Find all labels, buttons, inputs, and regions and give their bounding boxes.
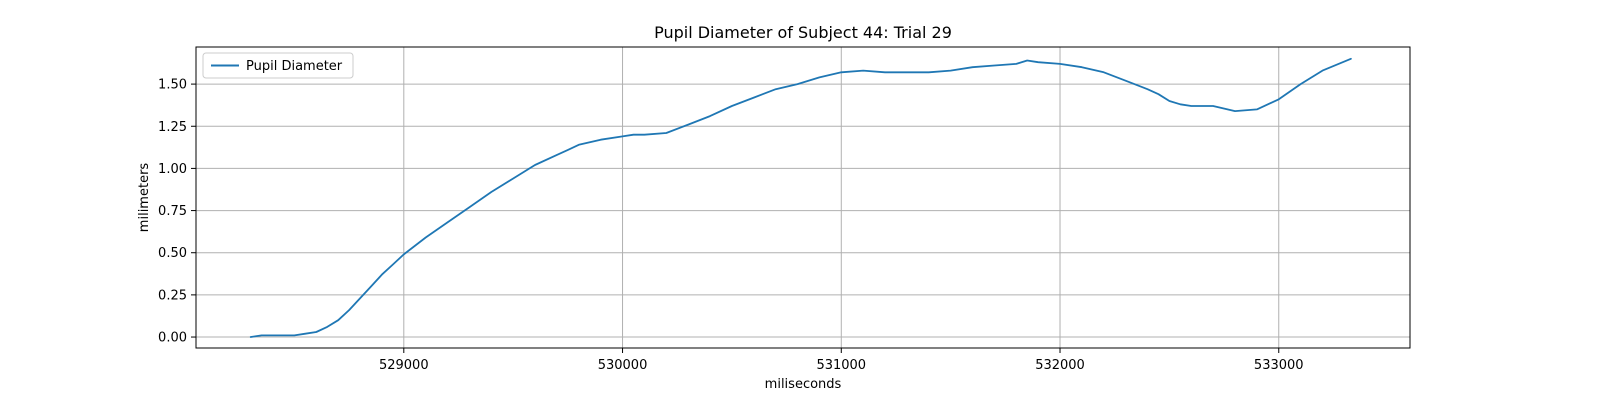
x-tick-label: 530000 (598, 358, 648, 373)
series-line-pupil-diameter (249, 57, 1352, 338)
y-tick-label: 1.50 (158, 78, 187, 93)
y-tick-label: 0.50 (158, 246, 187, 261)
y-tick-label: 0.25 (158, 288, 187, 303)
series-layer (249, 57, 1352, 338)
y-tick-label: 1.25 (158, 120, 187, 135)
x-tick-label: 532000 (1035, 358, 1085, 373)
grid (196, 47, 1410, 348)
y-tick-label: 0.75 (158, 204, 187, 219)
legend-entry-pupil-diameter: Pupil Diameter (246, 59, 343, 74)
chart-title: Pupil Diameter of Subject 44: Trial 29 (654, 23, 952, 42)
x-axis-label: miliseconds (765, 377, 842, 392)
plot-frame (195, 46, 1411, 349)
y-tick-label: 0.00 (158, 331, 187, 346)
legend: Pupil Diameter (202, 52, 354, 79)
y-axis-label: milimeters (137, 163, 152, 233)
y-tick-label: 1.00 (158, 162, 187, 177)
axis-ticks: 529000 530000 531000 532000 533000 0.00 0.25 0.… (158, 78, 1304, 373)
x-tick-label: 533000 (1254, 358, 1304, 373)
x-tick-label: 529000 (379, 358, 429, 373)
legend-box (202, 52, 354, 79)
x-tick-label: 531000 (816, 358, 866, 373)
